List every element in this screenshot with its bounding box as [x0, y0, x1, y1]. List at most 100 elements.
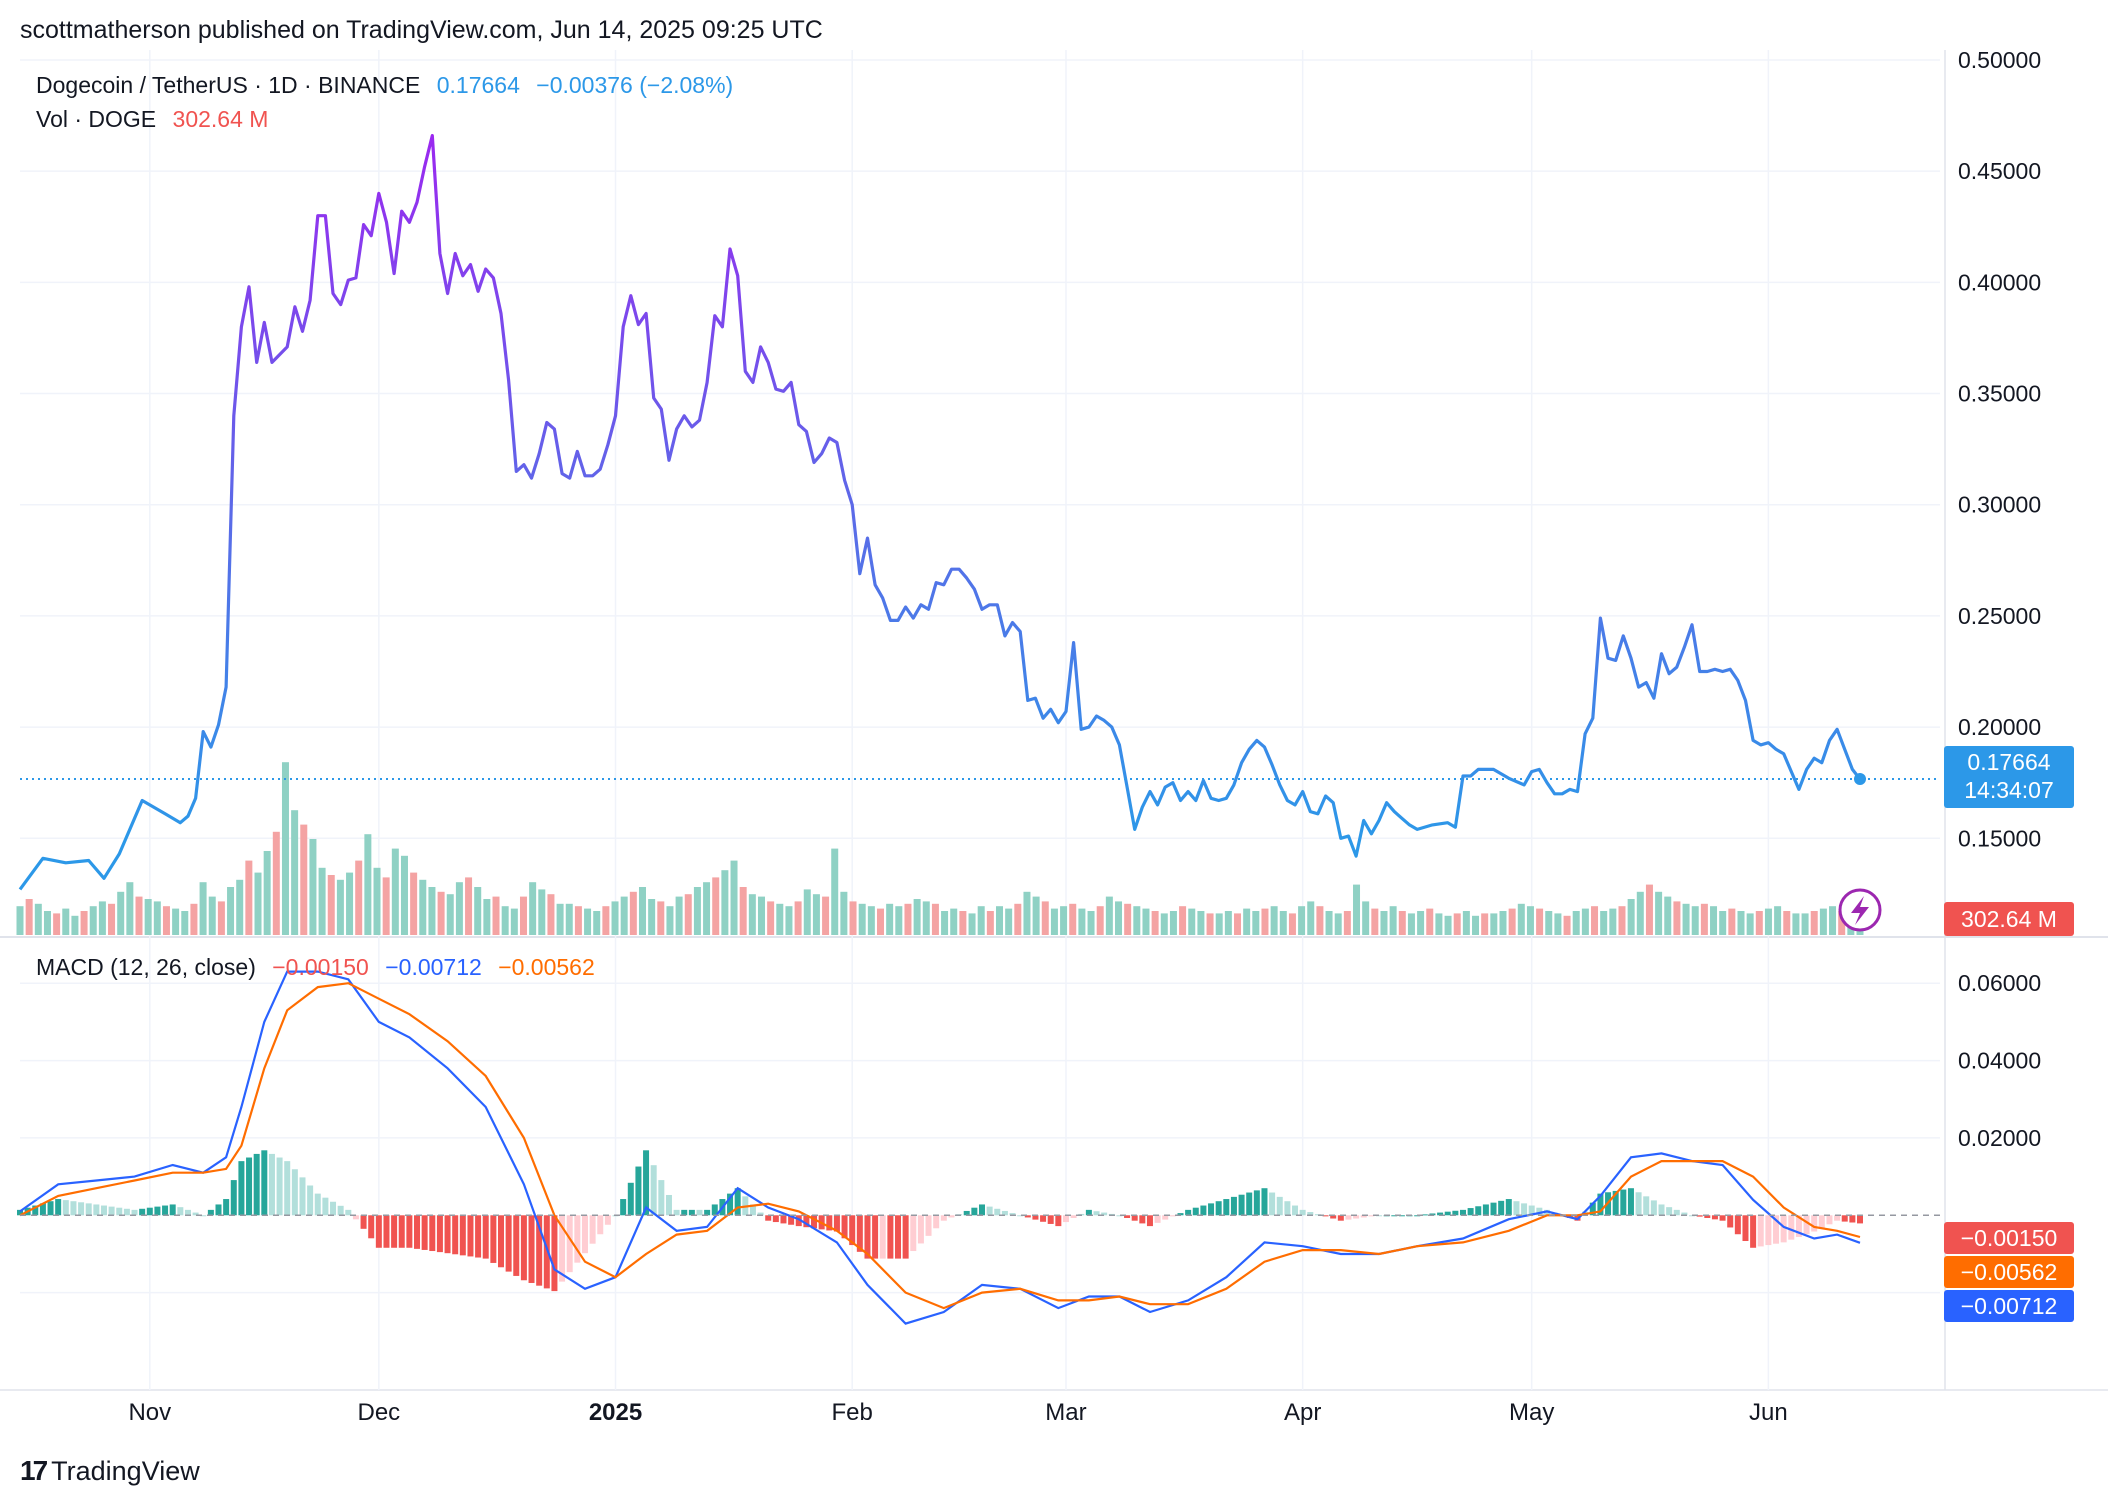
price-tick-label: 0.25000: [1958, 603, 2041, 629]
macd-tick-label: 0.04000: [1958, 1048, 2041, 1074]
volume-bar: [281, 762, 289, 935]
macd-hist-bar: [1299, 1209, 1306, 1216]
macd-hist-bar: [223, 1199, 230, 1216]
macd-hist-bar: [933, 1215, 940, 1229]
volume-bar: [327, 875, 335, 935]
volume-bar: [1627, 899, 1635, 935]
volume-bar: [153, 901, 161, 935]
volume-bar: [931, 903, 939, 935]
volume-bar: [556, 903, 564, 935]
tradingview-mark-icon: 17: [20, 1455, 48, 1486]
macd-hist-bar: [154, 1206, 161, 1216]
macd-hist-bar: [765, 1215, 772, 1221]
symbol-title[interactable]: Dogecoin / TetherUS · 1D · BINANCE: [36, 72, 421, 98]
macd-hist-bar: [200, 1215, 207, 1217]
macd-hist-bar: [184, 1209, 191, 1216]
macd-hist-bar: [559, 1215, 566, 1282]
macd-hist-bar: [1085, 1209, 1092, 1216]
macd-hist-bar: [1826, 1215, 1833, 1225]
volume-bar: [1673, 901, 1681, 935]
volume-bar: [721, 870, 729, 935]
time-tick-label: Dec: [357, 1399, 400, 1426]
price-tick-label: 0.35000: [1958, 381, 2041, 407]
volume-bar: [1618, 906, 1626, 935]
macd-hist-bar: [162, 1205, 169, 1216]
volume-bar: [492, 896, 500, 935]
macd-hist-bar: [727, 1193, 734, 1216]
macd-hist-bar: [383, 1215, 390, 1248]
volume-bar: [501, 906, 509, 935]
volume-bar: [1801, 913, 1809, 935]
last-price: 0.17664: [436, 72, 520, 98]
macd-hist-bar: [215, 1204, 222, 1216]
macd-hist-bar: [1009, 1213, 1016, 1216]
volume-title[interactable]: Vol · DOGE: [36, 106, 157, 132]
macd-hist-bar: [1505, 1199, 1512, 1216]
macd-hist-bar: [100, 1205, 107, 1216]
volume-bar: [1755, 911, 1763, 935]
macd-line: [19, 970, 1861, 1325]
macd-hist-bar: [1276, 1196, 1283, 1216]
macd-hist-bar: [1513, 1201, 1520, 1216]
volume-bar: [1810, 911, 1818, 935]
volume-bar: [922, 901, 930, 935]
countdown-value: 14:34:07: [1964, 777, 2054, 803]
volume-bar: [1362, 901, 1370, 935]
macd-hist-bar: [330, 1201, 337, 1216]
macd-hist-bar: [520, 1215, 527, 1281]
macd-hist-bar: [360, 1215, 367, 1229]
volume-bar: [767, 901, 775, 935]
volume-bar: [1069, 903, 1077, 935]
macd-hist-bar: [856, 1215, 863, 1252]
macd-hist-bar: [696, 1209, 703, 1216]
macd-hist-bar: [986, 1206, 993, 1216]
volume-bar: [300, 824, 308, 935]
volume-bar: [291, 810, 299, 935]
macd-hist-bar: [490, 1215, 497, 1263]
volume-bar: [474, 887, 482, 935]
volume-bar: [227, 887, 235, 935]
macd-hist-bar: [1040, 1215, 1047, 1222]
macd-hist-bar: [1543, 1209, 1550, 1216]
volume-bar: [986, 911, 994, 935]
volume-bar: [1581, 908, 1589, 935]
macd-hist-bar: [1704, 1215, 1711, 1218]
volume-bar: [638, 887, 646, 935]
macd-hist-bar: [1788, 1215, 1795, 1240]
volume-bar: [465, 877, 473, 935]
macd-hist-bar: [1337, 1215, 1344, 1221]
volume-bar: [336, 879, 344, 935]
volume-bar: [1398, 911, 1406, 935]
macd-hist-bar: [1650, 1200, 1657, 1216]
macd-hist-bar: [925, 1215, 932, 1236]
macd-hist-bar: [1490, 1202, 1497, 1216]
volume-bar: [117, 891, 125, 935]
macd-hist-bar: [230, 1180, 237, 1216]
macd-hist-bar: [1849, 1215, 1856, 1223]
volume-bar: [80, 911, 88, 935]
volume-bar: [25, 899, 33, 935]
volume-bar: [593, 911, 601, 935]
macd-hist-bar: [261, 1150, 268, 1216]
volume-bar: [1215, 913, 1223, 935]
volume-bar: [455, 882, 463, 935]
macd-hist-bar: [1215, 1201, 1222, 1216]
macd-title[interactable]: MACD (12, 26, close): [36, 954, 256, 980]
volume-bar: [1664, 896, 1672, 935]
macd-hist-bar: [368, 1215, 375, 1239]
volume-bar: [1307, 901, 1315, 935]
volume-bar: [1572, 911, 1580, 935]
macd-hist-bar: [1345, 1215, 1352, 1220]
price-badge: 0.17664 14:34:07: [1944, 746, 2074, 808]
macd-hist-bar: [62, 1200, 69, 1216]
volume-bar: [1426, 908, 1434, 935]
lightning-icon[interactable]: [1838, 888, 1882, 932]
macd-hist-bar: [1246, 1192, 1253, 1216]
volume-bar: [162, 906, 170, 935]
volume-bar: [666, 906, 674, 935]
tradingview-logo[interactable]: 17 TradingView: [20, 1455, 200, 1487]
volume-bar: [1160, 913, 1168, 935]
macd-hist-bar: [780, 1215, 787, 1224]
macd-hist-bar: [1376, 1215, 1383, 1217]
